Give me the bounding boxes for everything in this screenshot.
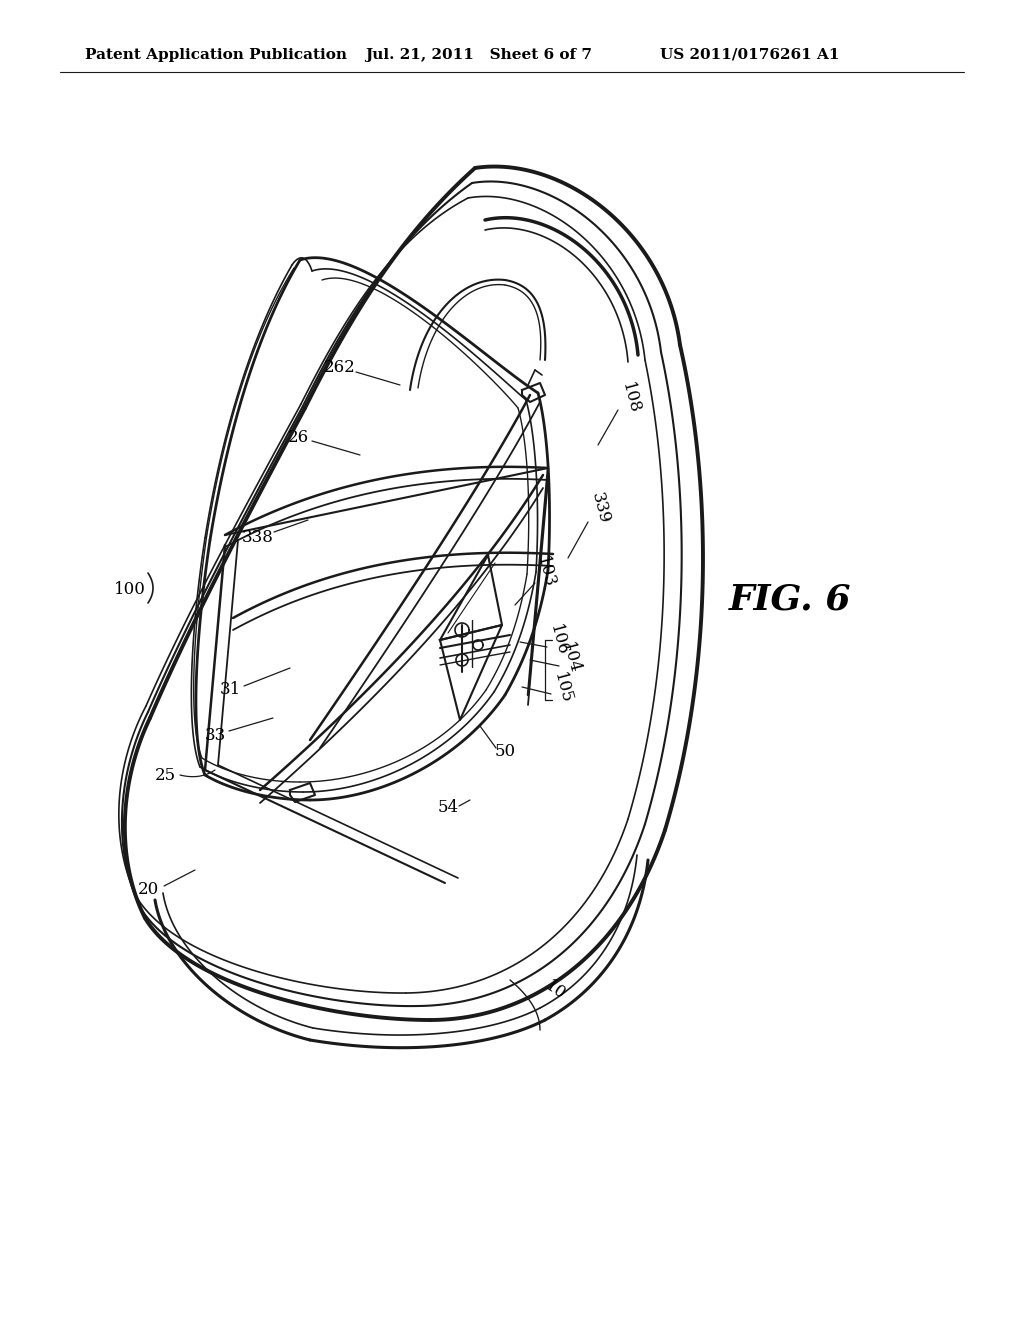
Text: 33: 33 [205,726,225,743]
Text: 339: 339 [588,491,612,525]
Text: 50: 50 [495,743,515,760]
Text: 103: 103 [532,554,557,590]
Text: FIG. 6: FIG. 6 [729,583,851,616]
Text: 338: 338 [242,529,274,546]
Text: 106: 106 [546,623,570,657]
Text: 105: 105 [550,671,574,705]
Text: 25: 25 [155,767,175,784]
Text: 20: 20 [137,882,159,899]
Text: 100: 100 [114,582,146,598]
Text: 104: 104 [558,640,583,676]
Text: Patent Application Publication: Patent Application Publication [85,48,347,62]
Text: Jul. 21, 2011   Sheet 6 of 7: Jul. 21, 2011 Sheet 6 of 7 [365,48,592,62]
Text: 108: 108 [617,380,642,416]
Text: 54: 54 [437,799,459,816]
Text: 262: 262 [325,359,356,375]
Text: 31: 31 [219,681,241,698]
Text: US 2011/0176261 A1: US 2011/0176261 A1 [660,48,840,62]
Text: 10: 10 [542,977,568,1003]
Text: 26: 26 [288,429,308,446]
